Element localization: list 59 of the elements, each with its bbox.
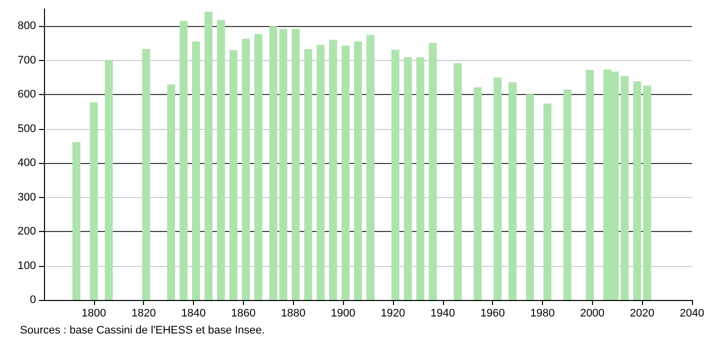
bar <box>474 87 482 300</box>
x-tick-label: 1860 <box>231 308 256 320</box>
bar <box>254 34 262 300</box>
y-tick-label: 400 <box>18 157 36 170</box>
y-tick-label: 300 <box>18 191 36 204</box>
bar <box>167 84 176 300</box>
bar <box>526 94 534 300</box>
x-tick-label: 2000 <box>580 308 605 320</box>
bar <box>633 81 642 300</box>
bar <box>643 86 652 300</box>
bar <box>416 57 424 300</box>
y-tick-label: 100 <box>18 260 36 272</box>
bar <box>216 20 225 300</box>
bar <box>90 102 98 300</box>
bar <box>342 46 350 300</box>
bar <box>142 49 150 300</box>
bar <box>543 103 552 300</box>
x-tick-label: 2040 <box>680 308 704 320</box>
x-tick-label: 1820 <box>131 308 156 320</box>
bar <box>586 70 594 300</box>
bar <box>354 42 362 300</box>
bar <box>242 38 250 300</box>
bar <box>304 49 312 300</box>
bar <box>620 76 629 300</box>
y-tick-label: 500 <box>18 122 36 135</box>
bar <box>404 57 412 300</box>
bar <box>180 20 188 300</box>
y-tick-label: 0 <box>30 294 36 306</box>
x-tick-label: 1840 <box>181 308 206 320</box>
bar <box>204 12 212 300</box>
bar <box>454 63 462 300</box>
x-tick-label: 1980 <box>530 308 555 320</box>
bar <box>316 44 325 300</box>
y-tick-label: 600 <box>18 88 36 101</box>
x-tick-label: 1940 <box>430 308 456 320</box>
source-note: Sources : base Cassini de l'EHESS et base Insee. <box>20 324 265 336</box>
bar <box>269 26 278 300</box>
bar <box>292 28 300 300</box>
y-tick-label: 700 <box>18 54 36 66</box>
bar <box>72 142 80 300</box>
y-tick-label: 200 <box>18 226 36 238</box>
bar <box>508 82 517 300</box>
x-tick-label: 1960 <box>480 308 505 320</box>
x-tick-label: 2020 <box>630 308 654 320</box>
bar <box>192 42 200 300</box>
bar <box>494 77 502 300</box>
y-tick-label: 800 <box>18 20 36 32</box>
bar <box>428 42 437 300</box>
x-tick-label: 1800 <box>82 308 106 320</box>
bar <box>279 28 288 300</box>
x-tick-label: 1880 <box>280 308 306 320</box>
bar <box>563 89 572 300</box>
bar <box>391 50 400 300</box>
bar <box>104 60 113 300</box>
x-tick-label: 1920 <box>380 308 406 320</box>
bar <box>329 40 338 300</box>
bar <box>366 35 374 300</box>
bar <box>229 50 238 300</box>
x-tick-label: 1900 <box>330 308 356 320</box>
